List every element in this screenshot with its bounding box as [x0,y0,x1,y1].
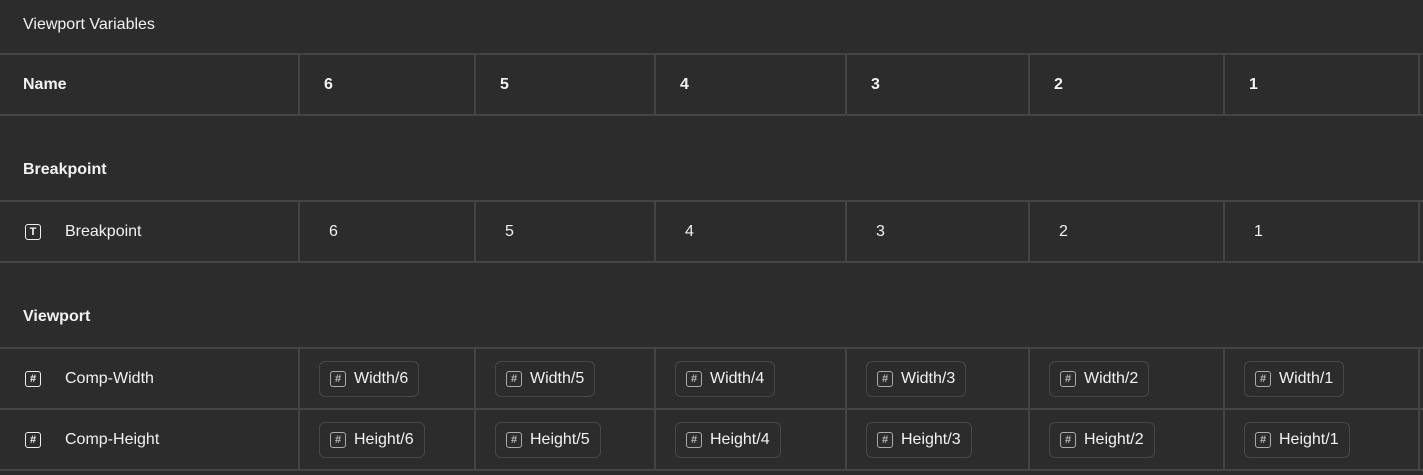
alias-chip[interactable]: # Height/2 [1049,422,1155,458]
alias-chip[interactable]: # Height/4 [675,422,781,458]
table-row[interactable]: T Breakpoint 6 5 4 3 2 1 [0,202,1420,262]
divider [0,347,1423,349]
divider [0,53,1423,55]
divider [0,261,1423,263]
alias-chip[interactable]: # Height/6 [319,422,425,458]
number-icon: # [506,432,522,448]
divider [0,200,1423,202]
value-cell[interactable]: 6 [300,202,476,262]
section-label: Viewport [23,308,91,325]
table-row[interactable]: # Comp-Height # Height/6 # Height/5 # Height… [0,410,1420,470]
alias-chip[interactable]: # Height/5 [495,422,601,458]
number-icon: # [1060,432,1076,448]
divider [0,408,1423,410]
header-row: Name 6 5 4 3 2 1 [0,55,1420,115]
chip-label: Height/5 [530,431,590,448]
divider [0,469,1423,471]
chip-label: Height/4 [710,431,770,448]
number-icon: # [1060,371,1076,387]
alias-chip[interactable]: # Height/3 [866,422,972,458]
chip-label: Height/3 [901,431,961,448]
column-header-name[interactable]: Name [0,55,300,115]
variable-name: Comp-Width [65,370,154,387]
chip-label: Height/1 [1279,431,1339,448]
page-title: Viewport Variables [23,16,155,33]
chip-label: Height/2 [1084,431,1144,448]
value-cell[interactable]: 5 [476,202,656,262]
number-icon: # [877,432,893,448]
number-icon: # [25,371,41,387]
chip-label: Width/3 [901,370,956,387]
number-icon: # [330,432,346,448]
chip-label: Width/2 [1084,370,1139,387]
table-row[interactable]: # Comp-Width # Width/6 # Width/5 # Width/4 #… [0,349,1420,409]
number-icon: # [506,371,522,387]
value-cell[interactable]: 3 [847,202,1030,262]
value-cell[interactable]: 4 [656,202,847,262]
number-icon: # [330,371,346,387]
number-icon: # [1255,371,1271,387]
chip-label: Width/1 [1279,370,1334,387]
column-header[interactable]: 3 [847,55,1030,115]
section-label: Breakpoint [23,161,107,178]
number-icon: # [25,432,41,448]
value-cell[interactable]: 2 [1030,202,1225,262]
alias-chip[interactable]: # Height/1 [1244,422,1350,458]
alias-chip[interactable]: # Width/3 [866,361,967,397]
alias-chip[interactable]: # Width/1 [1244,361,1345,397]
variable-name: Comp-Height [65,431,160,448]
number-icon: # [686,432,702,448]
number-icon: # [1255,432,1271,448]
chip-label: Width/4 [710,370,765,387]
chip-label: Width/5 [530,370,585,387]
chip-label: Height/6 [354,431,414,448]
value-cell[interactable]: 1 [1225,202,1420,262]
variable-name: Breakpoint [65,223,142,240]
number-icon: # [877,371,893,387]
chip-label: Width/6 [354,370,409,387]
column-header[interactable]: 2 [1030,55,1225,115]
alias-chip[interactable]: # Width/2 [1049,361,1150,397]
alias-chip[interactable]: # Width/5 [495,361,596,397]
alias-chip[interactable]: # Width/4 [675,361,776,397]
column-header[interactable]: 4 [656,55,847,115]
number-icon: # [686,371,702,387]
column-header[interactable]: 1 [1225,55,1420,115]
alias-chip[interactable]: # Width/6 [319,361,420,397]
column-header[interactable]: 6 [300,55,476,115]
column-header[interactable]: 5 [476,55,656,115]
text-icon: T [25,224,41,240]
divider [0,114,1423,116]
